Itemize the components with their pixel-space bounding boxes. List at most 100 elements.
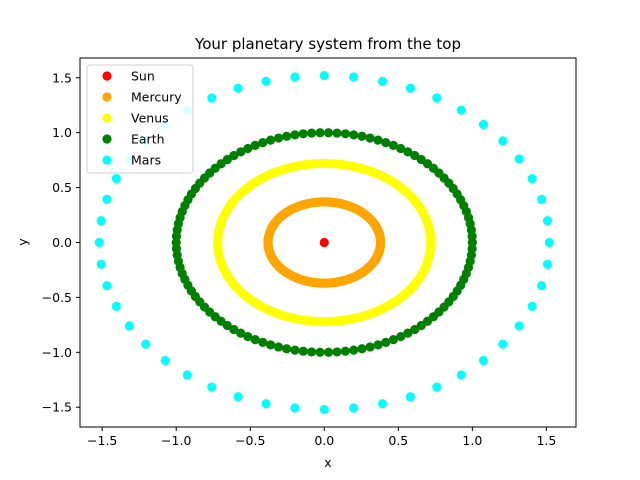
earth-point [357, 131, 367, 141]
legend-box [86, 64, 194, 174]
mars-point [111, 301, 121, 311]
earth-point [323, 128, 334, 138]
y-tick-label: 1.5 [52, 70, 72, 85]
earth-point [323, 347, 334, 357]
y-tick-label: −1.0 [42, 345, 72, 360]
legend-label-mars: Mars [131, 153, 161, 168]
y-axis-label: y [15, 238, 30, 246]
earth-point [315, 128, 325, 138]
earth-point [290, 130, 300, 140]
legend-marker-earth [102, 134, 112, 144]
mars-point [377, 399, 388, 409]
mars-point [141, 339, 151, 349]
x-axis-ticks: −1.5 −1.0 −0.5 0.0 0.5 1.0 1.5 [87, 427, 556, 448]
mars-point [542, 259, 553, 269]
mars-point [290, 72, 300, 82]
earth-point [298, 129, 308, 139]
x-tick-label: −1.5 [87, 433, 117, 448]
earth-point [229, 324, 239, 335]
mars-point [432, 93, 442, 103]
mars-point [182, 370, 192, 380]
earth-point [307, 128, 317, 138]
x-tick-label: 1.5 [536, 433, 556, 448]
mars-point [160, 355, 170, 366]
x-tick-label: −0.5 [235, 433, 265, 448]
earth-point [388, 335, 398, 345]
earth-point [250, 335, 260, 345]
mars-point [527, 301, 537, 311]
earth-point [396, 331, 406, 342]
mars-point [207, 93, 217, 103]
mars-point [102, 194, 112, 204]
mars-point [94, 237, 104, 248]
x-axis-label: x [324, 455, 331, 470]
earth-point [381, 138, 391, 148]
earth-point [265, 340, 276, 350]
earth-point [307, 347, 317, 357]
earth-point [282, 131, 292, 141]
mars-point [96, 259, 106, 269]
earth-point [373, 135, 383, 145]
mars-point [319, 404, 329, 415]
earth-point [265, 135, 276, 145]
mars-point [537, 194, 547, 204]
mars-point [456, 105, 466, 115]
mars-point [207, 382, 217, 392]
mercury-point [375, 238, 386, 248]
earth-point [396, 143, 406, 154]
y-tick-label: 1.0 [52, 125, 72, 140]
earth-point [357, 344, 367, 354]
mars-point [111, 174, 121, 184]
mars-point [349, 72, 359, 82]
earth-point [349, 130, 359, 140]
earth-point [282, 344, 292, 354]
earth-point [236, 147, 246, 157]
mars-point [102, 281, 112, 291]
earth-point [290, 345, 300, 355]
legend-label-venus: Venus [131, 111, 169, 126]
mars-point [544, 237, 554, 248]
mars-point [478, 355, 489, 366]
mars-point [319, 70, 329, 81]
earth-point [243, 331, 253, 342]
x-tick-label: −1.0 [161, 433, 191, 448]
legend-marker-sun [102, 71, 112, 81]
mars-point [405, 83, 416, 93]
earth-point [403, 328, 413, 338]
legend-label-sun: Sun [131, 69, 155, 84]
earth-point [388, 140, 398, 150]
mars-point [261, 76, 271, 86]
mars-point [498, 339, 508, 349]
earth-point [273, 342, 284, 352]
earth-point [258, 337, 268, 347]
legend-marker-mercury [102, 92, 112, 102]
earth-point [340, 346, 350, 356]
mars-point [124, 321, 134, 331]
earth-point [365, 133, 375, 143]
legend-label-earth: Earth [131, 132, 165, 147]
earth-point [373, 340, 383, 350]
earth-point [273, 133, 284, 143]
sun-point [319, 237, 329, 248]
mars-point [349, 403, 359, 413]
mars-point [537, 281, 547, 291]
points-layer [94, 70, 554, 415]
mars-point [478, 119, 489, 130]
mars-point [405, 392, 416, 402]
y-tick-label: −0.5 [42, 290, 72, 305]
legend: Sun Mercury Venus Earth Mars [86, 64, 194, 174]
earth-point [365, 342, 375, 352]
earth-point [403, 147, 413, 157]
y-tick-label: 0.0 [52, 235, 72, 250]
earth-point [332, 347, 342, 357]
mars-point [456, 370, 466, 380]
legend-marker-mars [102, 155, 112, 165]
x-tick-label: 1.0 [462, 433, 482, 448]
mars-point [514, 321, 524, 331]
earth-point [349, 345, 359, 355]
mars-point [377, 76, 388, 86]
venus-point [426, 240, 436, 250]
earth-point [298, 346, 308, 356]
